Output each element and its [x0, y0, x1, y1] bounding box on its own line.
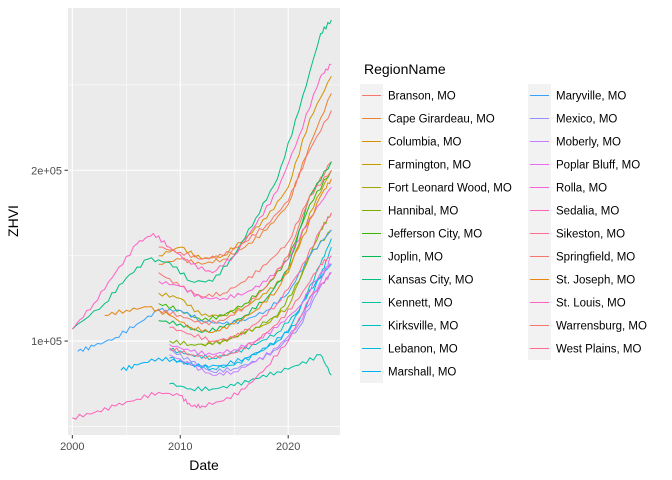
legend-entry-label: Joplin, MO	[388, 252, 443, 264]
legend-entry-label: Mexico, MO	[556, 114, 617, 126]
series-line	[72, 272, 332, 420]
major-gridlines	[68, 8, 340, 435]
legend-entry-label: Marshall, MO	[388, 367, 456, 379]
series-line	[104, 178, 332, 333]
x-axis-ticks: 2000 2010 2020	[60, 435, 300, 453]
y-axis-title: ZHVI	[5, 205, 21, 237]
series-line	[169, 255, 332, 360]
series-line	[71, 19, 332, 330]
legend-entry-label: Kansas City, MO	[388, 275, 473, 287]
legend-entry-label: St. Joseph, MO	[556, 275, 635, 287]
series-line	[120, 263, 332, 372]
legend-entry-label: Hannibal, MO	[388, 206, 458, 218]
legend-entry-label: Lebanon, MO	[388, 344, 458, 356]
legend: RegionName Branson, MO Cape Girardeau, MO…	[360, 61, 647, 383]
legend-entry-label: St. Louis, MO	[556, 298, 626, 310]
legend-entry-label: Maryville, MO	[556, 91, 626, 103]
series-line	[169, 255, 332, 376]
legend-entry-label: Kirksville, MO	[388, 321, 458, 333]
legend-title: RegionName	[364, 61, 446, 77]
x-axis-title: Date	[189, 457, 219, 473]
series-line	[158, 93, 332, 265]
x-tick-label: 2000	[60, 441, 84, 453]
legend-entry-label: Branson, MO	[388, 91, 456, 103]
y-tick-label: 1e+05	[31, 336, 62, 348]
legend-entry-label: Farmington, MO	[388, 160, 471, 172]
y-tick-label: 2e+05	[31, 165, 62, 177]
legend-entry-label: Sikeston, MO	[556, 229, 625, 241]
legend-entry-label: Rolla, MO	[556, 183, 607, 195]
legend-entry-label: Springfield, MO	[556, 252, 635, 264]
legend-entry-label: Warrensburg, MO	[556, 321, 647, 333]
x-tick-label: 2020	[276, 441, 300, 453]
x-tick-label: 2010	[168, 441, 192, 453]
series-line	[158, 186, 332, 301]
legend-entry-label: Cape Girardeau, MO	[388, 114, 495, 126]
legend-entry-label: Jefferson City, MO	[388, 229, 482, 241]
legend-entry-label: Sedalia, MO	[556, 206, 619, 218]
series-lines	[71, 19, 332, 420]
series-line	[71, 63, 332, 330]
series-line	[158, 170, 332, 326]
plot-panel	[68, 8, 340, 435]
series-line	[169, 212, 332, 343]
series-line	[77, 229, 332, 353]
series-line	[169, 354, 332, 392]
series-line	[158, 110, 332, 260]
legend-items: Branson, MO Cape Girardeau, MO Columbia, M…	[360, 84, 647, 383]
legend-entry-label: West Plains, MO	[556, 344, 641, 356]
legend-entry-label: Moberly, MO	[556, 137, 621, 149]
minor-gridlines	[68, 8, 340, 435]
legend-entry-label: Columbia, MO	[388, 137, 462, 149]
legend-entry-label: Fort Leonard Wood, MO	[388, 183, 512, 195]
legend-entry-label: Poplar Bluff, MO	[556, 160, 640, 172]
legend-entry-label: Kennett, MO	[388, 298, 453, 310]
series-line	[158, 161, 332, 334]
y-axis-ticks: 1e+05 2e+05	[31, 165, 68, 348]
